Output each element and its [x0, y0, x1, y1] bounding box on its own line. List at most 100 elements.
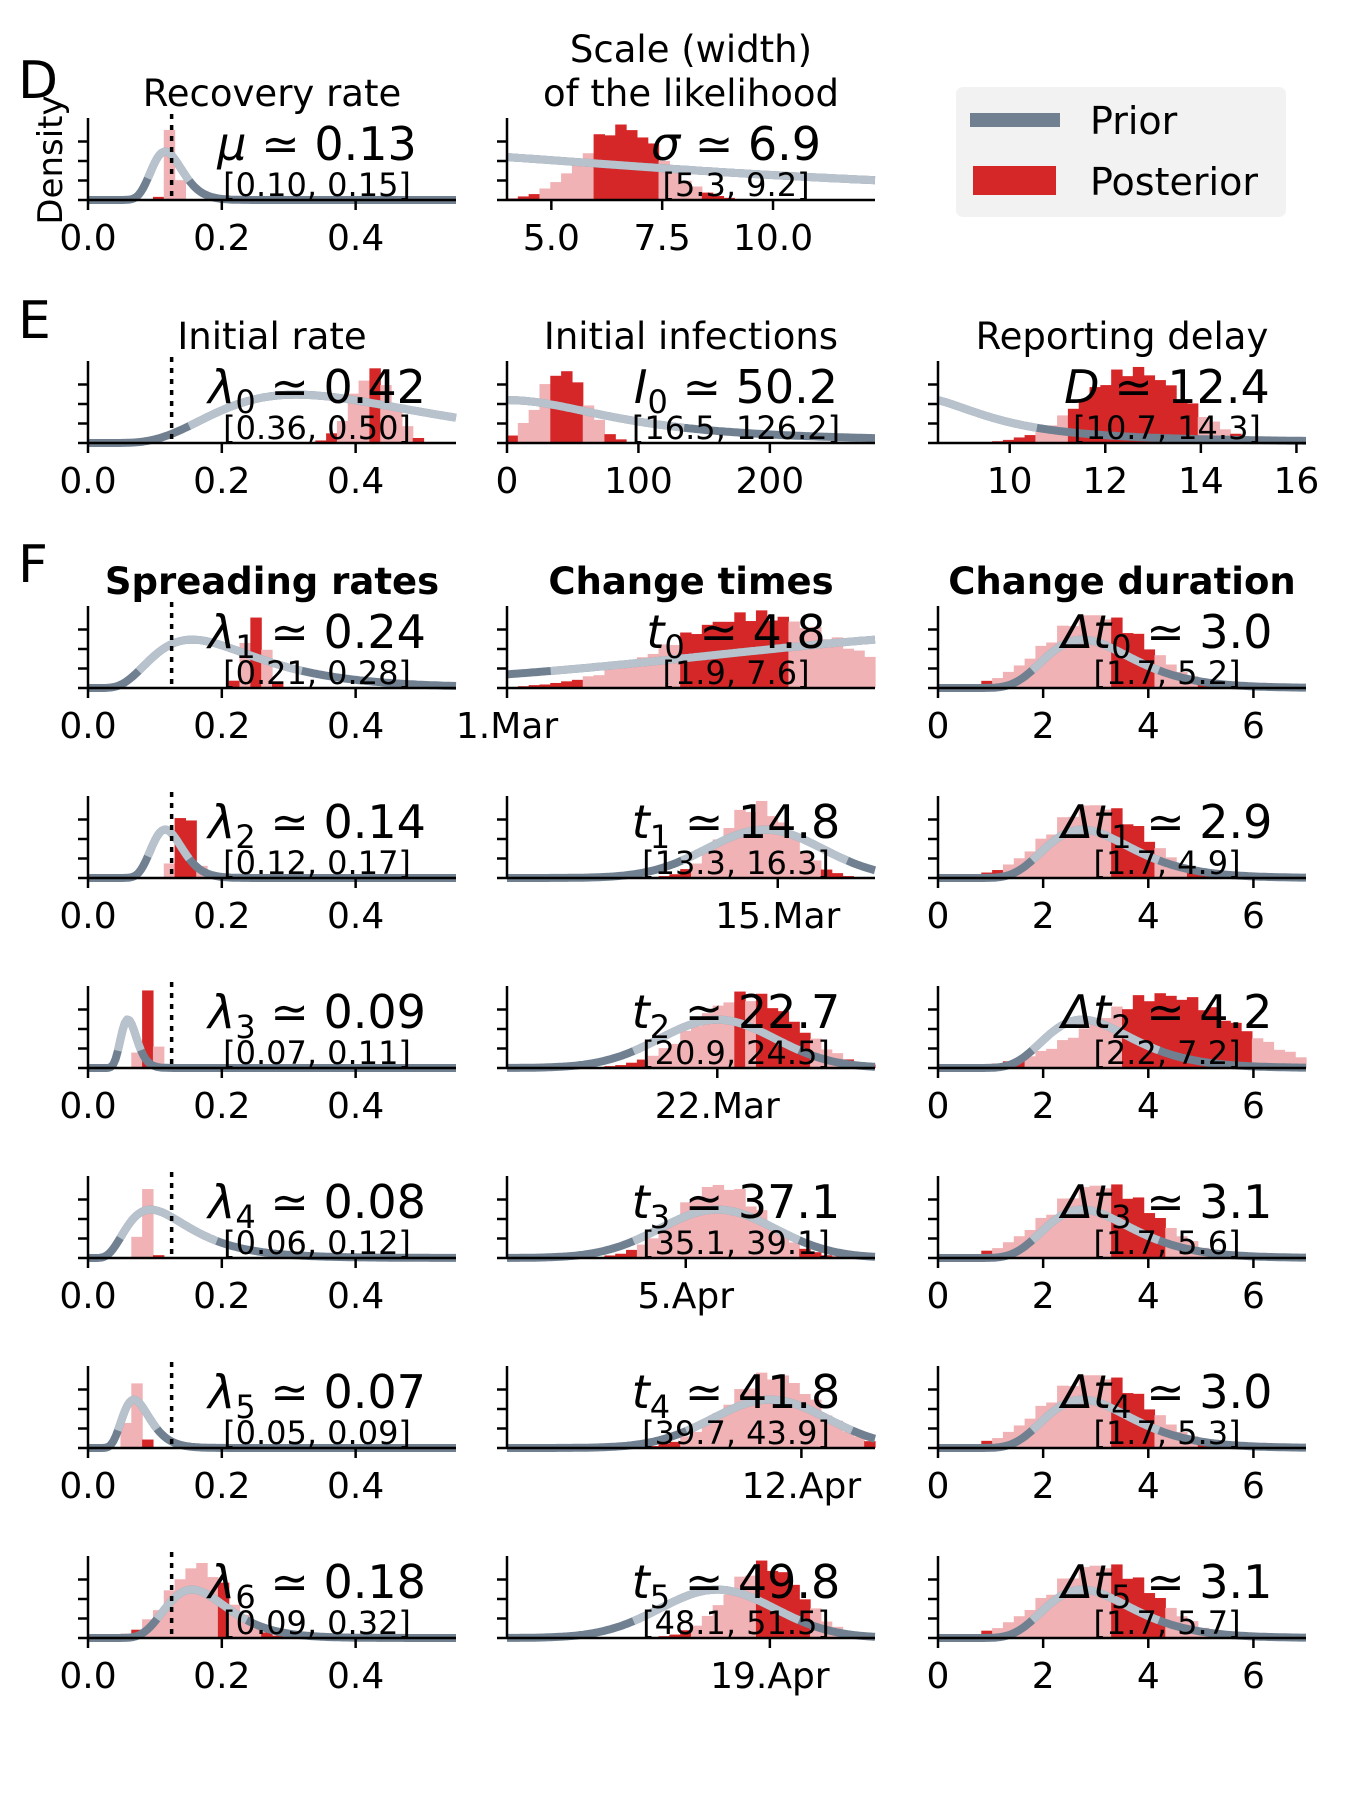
dt2-posterior-bar	[1186, 997, 1199, 1068]
scale-posterior-bar	[691, 186, 703, 200]
lambda1-posterior-bar	[228, 680, 241, 688]
t0-estimate: t0 ≃ 4.8	[646, 605, 825, 666]
dt2-posterior-bar	[1295, 1057, 1307, 1068]
lambda1-posterior-bar	[261, 649, 273, 688]
t4-credible-interval: [39.7, 43.9]	[642, 1414, 830, 1452]
dt2-posterior-bar	[1197, 1010, 1210, 1068]
t1-posterior-bar	[680, 869, 692, 878]
lambda4-x-tick-label: 0.2	[193, 1276, 250, 1317]
initial_infections-posterior-bar	[539, 384, 551, 443]
dt4-posterior-bar	[1078, 1375, 1091, 1448]
t2-posterior-bar	[701, 1013, 714, 1068]
dt1-posterior-bar	[1078, 805, 1091, 878]
t3-posterior-bar	[810, 1252, 822, 1258]
reporting_delay-x-tick-label: 12	[1082, 461, 1128, 502]
dt4-estimate: Δt4 ≃ 3.0	[1059, 1365, 1273, 1426]
lambda5-x-tick-label: 0.4	[327, 1466, 384, 1507]
dt1-estimate: Δt1 ≃ 2.9	[1059, 795, 1273, 856]
t0-x-tick-label: 1.Mar	[456, 706, 558, 747]
lambda3-x-tick-label: 0.4	[327, 1086, 384, 1127]
t3-x-tick-label: 5.Apr	[637, 1276, 734, 1317]
panel-scale: 5.0 7.5 10.0 Scale (width)of the likelihood…	[497, 28, 877, 259]
dt2-posterior-bar	[1132, 995, 1145, 1068]
initial_infections-posterior-bar	[517, 422, 530, 443]
recovery-y-label: Density	[31, 95, 71, 224]
initial_infections-title: Initial infections	[544, 315, 838, 358]
t2-posterior-bar	[745, 1001, 757, 1068]
initial_infections-prior-curve-central	[505, 396, 686, 432]
lambda5-prior-curve-central	[114, 1395, 161, 1432]
t4-posterior-bar	[864, 1441, 876, 1448]
dt4-x-tick-label: 6	[1242, 1466, 1265, 1507]
dt0-posterior-bar	[1057, 625, 1069, 688]
lambda4-estimate: λ4 ≃ 0.08	[205, 1175, 426, 1236]
initial_rate-x-tick-label: 0.2	[193, 461, 250, 502]
dt2-posterior-bar	[1230, 1022, 1242, 1068]
t4-posterior-bar	[723, 1404, 735, 1448]
dt4-posterior-bar	[1046, 1402, 1058, 1448]
dt1-prior-curve-central	[1029, 825, 1161, 865]
t3-posterior-bar	[799, 1248, 811, 1258]
scale-posterior-bar	[658, 160, 670, 200]
t1-estimate: t1 ≃ 14.8	[632, 795, 841, 856]
dt5-posterior-bar	[1067, 1578, 1080, 1638]
dt1-posterior-bar	[1122, 824, 1134, 878]
t0-posterior-bar	[788, 621, 800, 688]
dt4-x-tick-label: 2	[1032, 1466, 1055, 1507]
dt5-x-tick-label: 2	[1032, 1656, 1055, 1697]
t4-posterior-bar	[734, 1389, 746, 1448]
dt2-posterior-bar	[1057, 1040, 1069, 1068]
lambda5-x-tick-label: 0.2	[193, 1466, 250, 1507]
t3-posterior-bar	[701, 1186, 714, 1258]
lambda2-estimate: λ2 ≃ 0.14	[205, 795, 426, 856]
dt3-posterior-bar	[1067, 1198, 1080, 1258]
reporting_delay-x-tick-label: 10	[987, 461, 1033, 502]
scale-posterior-bar	[517, 196, 530, 200]
dt5-posterior-bar	[1078, 1567, 1091, 1638]
t1-prior-curve-central	[680, 825, 850, 865]
reporting_delay-posterior-bar	[1078, 399, 1091, 443]
t0-posterior-bar	[604, 669, 616, 688]
dt3-posterior-bar	[1057, 1198, 1069, 1258]
t3-posterior-bar	[820, 1255, 833, 1258]
dt0-x-tick-label: 4	[1137, 706, 1160, 747]
dt2-prior-curve-central	[1029, 1015, 1161, 1055]
recovery-credible-interval: [0.10, 0.15]	[223, 166, 411, 204]
dt4-credible-interval: [1.7, 5.3]	[1093, 1414, 1240, 1452]
recovery-x-tick-label: 0.0	[59, 218, 116, 259]
scale-estimate: σ ≃ 6.9	[651, 117, 821, 171]
dt5-posterior-bar	[1089, 1565, 1101, 1638]
reporting_delay-posterior-bar	[1013, 437, 1026, 443]
panel-dt5: 0 2 4 6 Δt5 ≃ 3.1[1.7, 5.7]	[927, 1555, 1308, 1697]
initial_infections-posterior-bar	[550, 375, 562, 443]
t3-credible-interval: [35.1, 39.1]	[642, 1224, 830, 1262]
panel-lambda3: 0.0 0.2 0.4 λ3 ≃ 0.09[0.07, 0.11]	[59, 982, 458, 1127]
panel-t2: 22.Mar t2 ≃ 22.7[20.9, 24.5]	[497, 985, 877, 1127]
initial_infections-posterior-bar	[615, 439, 627, 443]
reporting_delay-prior-curve-central	[936, 396, 1039, 432]
lambda6-x-tick-label: 0.2	[193, 1656, 250, 1697]
dt3-estimate: Δt3 ≃ 3.1	[1059, 1175, 1273, 1236]
t3-posterior-bar	[615, 1253, 627, 1258]
dt4-posterior-bar	[1089, 1375, 1101, 1448]
t2-posterior-bar	[615, 1065, 627, 1068]
t3-posterior-bar	[626, 1249, 638, 1258]
panel-t5: 19.Apr t5 ≃ 49.8[48.1, 51.5]	[497, 1555, 877, 1697]
lambda6-posterior-bar	[261, 1632, 273, 1638]
t2-estimate: t2 ≃ 22.7	[632, 985, 841, 1046]
t5-estimate: t5 ≃ 49.8	[632, 1555, 841, 1616]
reporting_delay-posterior-bar	[1046, 425, 1058, 443]
dt4-x-tick-label: 0	[927, 1466, 950, 1507]
dt0-x-tick-label: 2	[1032, 706, 1055, 747]
t2-prior-curve-central	[631, 1015, 801, 1055]
scale-title: of the likelihood	[543, 72, 839, 115]
scale-prior-curve-central	[505, 153, 877, 185]
dt3-x-tick-label: 0	[927, 1276, 950, 1317]
dt1-x-tick-label: 0	[927, 896, 950, 937]
initial_infections-estimate: I0 ≃ 50.2	[634, 360, 838, 421]
t3-posterior-bar	[788, 1242, 800, 1258]
t1-credible-interval: [13.3, 16.3]	[642, 844, 830, 882]
reporting_delay-posterior-bar	[1143, 375, 1156, 443]
reporting_delay-x-tick-label: 14	[1178, 461, 1224, 502]
initial_infections-posterior-bar	[582, 405, 595, 443]
